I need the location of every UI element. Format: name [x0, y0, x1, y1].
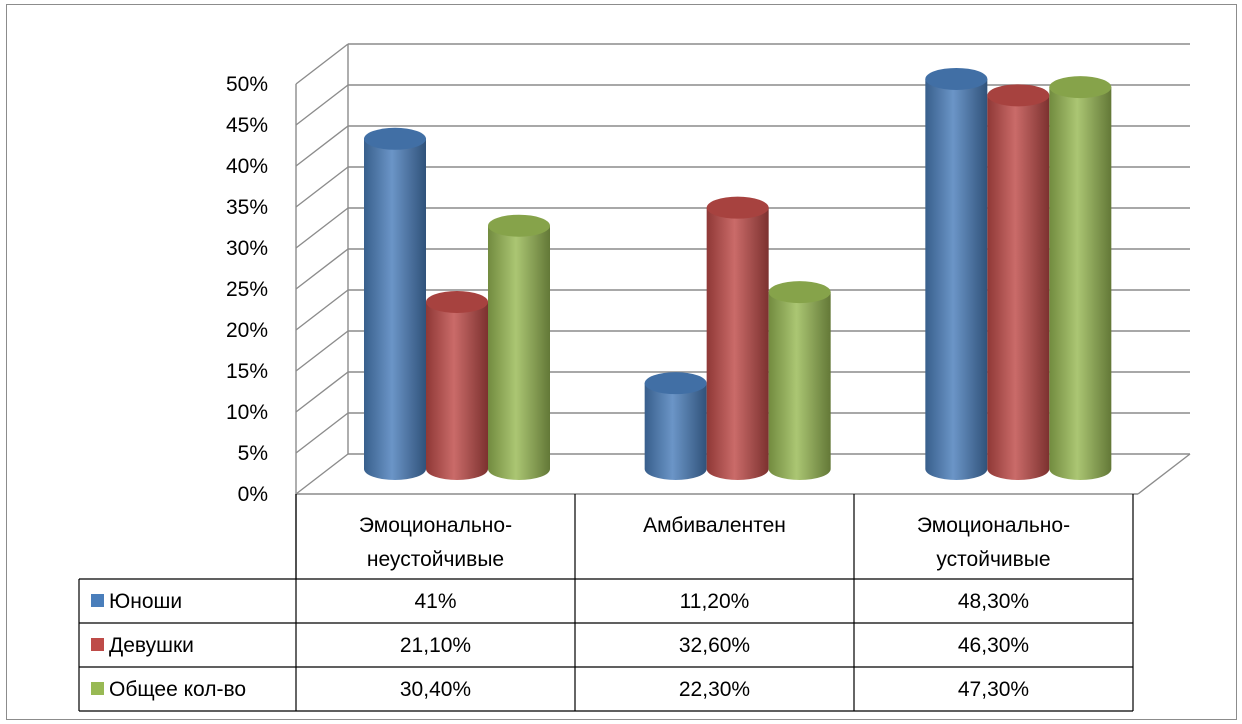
gridline-side — [295, 207, 349, 249]
bar-top — [768, 281, 831, 304]
y-tick-label: 5% — [238, 442, 268, 465]
y-tick-label: 0% — [238, 483, 268, 506]
data-label: 47,30% — [958, 678, 1029, 701]
y-tick-label: 35% — [226, 196, 268, 219]
gridline-side — [295, 453, 349, 495]
bar-body — [706, 207, 769, 480]
category-label: Эмоционально- — [917, 514, 1070, 537]
bar-body — [1049, 87, 1112, 480]
bars — [364, 67, 1112, 481]
y-tick-label: 50% — [226, 73, 268, 96]
data-label: 46,30% — [958, 634, 1029, 657]
bar — [364, 127, 426, 481]
data-label: 22,30% — [679, 678, 750, 701]
y-tick-label: 20% — [226, 319, 268, 342]
legend-key — [91, 682, 104, 695]
bar-top — [706, 196, 769, 219]
bar — [644, 372, 707, 480]
legend-label: Девушки — [109, 634, 194, 657]
legend-key — [91, 638, 104, 651]
gridline-side — [295, 371, 349, 413]
bar-top — [925, 67, 988, 90]
gridline-side — [295, 248, 349, 290]
bar — [426, 290, 488, 480]
category-label: неустойчивые — [367, 548, 504, 571]
bar — [925, 67, 988, 480]
category-label: устойчивые — [936, 548, 1050, 571]
bar — [987, 84, 1050, 480]
category-label: Эмоционально- — [359, 514, 512, 537]
data-label: 41% — [414, 590, 456, 613]
data-label: 30,40% — [400, 678, 471, 701]
bar-body — [426, 301, 488, 480]
bar-top — [644, 372, 707, 395]
gridline-side — [295, 412, 349, 454]
y-tick-label: 25% — [226, 278, 268, 301]
bar-body — [364, 138, 426, 481]
bar-top — [987, 84, 1050, 107]
legend-label: Общее кол-во — [109, 678, 246, 701]
gridline-side — [295, 166, 349, 208]
y-tick-label: 10% — [226, 401, 268, 424]
bar-body — [768, 292, 831, 480]
data-table: Эмоционально-неустойчивые Амбивалентен Эмо… — [78, 494, 1134, 712]
data-label: 32,60% — [679, 634, 750, 657]
y-tick-label: 15% — [226, 360, 268, 383]
bar — [488, 214, 550, 480]
bar-top — [488, 214, 550, 237]
y-tick-label: 45% — [226, 114, 268, 137]
gridline-side — [295, 289, 349, 331]
bar-body — [644, 383, 707, 480]
legend-label: Юноши — [109, 590, 182, 613]
gridline-side — [295, 125, 349, 167]
gridline-side — [295, 43, 349, 85]
y-tick-label: 40% — [226, 155, 268, 178]
y-axis-ticks: 0% 5% 10% 15% 20% 25% 30% 35% 40% 45% 50% — [226, 73, 268, 506]
floor-side — [1137, 453, 1191, 495]
bar-body — [925, 78, 988, 480]
gridline-side — [295, 330, 349, 372]
bar-body — [488, 225, 550, 480]
data-label: 21,10% — [400, 634, 471, 657]
bar — [706, 196, 769, 480]
legend-key — [91, 594, 104, 607]
bar — [1049, 76, 1112, 480]
data-label: 48,30% — [958, 590, 1029, 613]
gridline-side — [295, 84, 349, 126]
bar-top — [426, 290, 488, 313]
bar-body — [987, 95, 1050, 480]
data-label: 11,20% — [680, 590, 750, 613]
bar-top — [364, 127, 426, 150]
y-tick-label: 30% — [226, 237, 268, 260]
bar-top — [1049, 76, 1112, 99]
bar — [768, 281, 831, 480]
category-label: Амбивалентен — [643, 514, 786, 537]
